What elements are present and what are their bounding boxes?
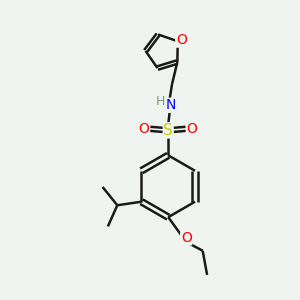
Text: O: O: [181, 231, 192, 245]
Text: N: N: [166, 98, 176, 112]
Text: O: O: [186, 122, 197, 136]
Text: H: H: [156, 95, 165, 108]
Text: O: O: [176, 33, 187, 47]
Text: O: O: [139, 122, 149, 136]
Text: S: S: [164, 123, 173, 138]
